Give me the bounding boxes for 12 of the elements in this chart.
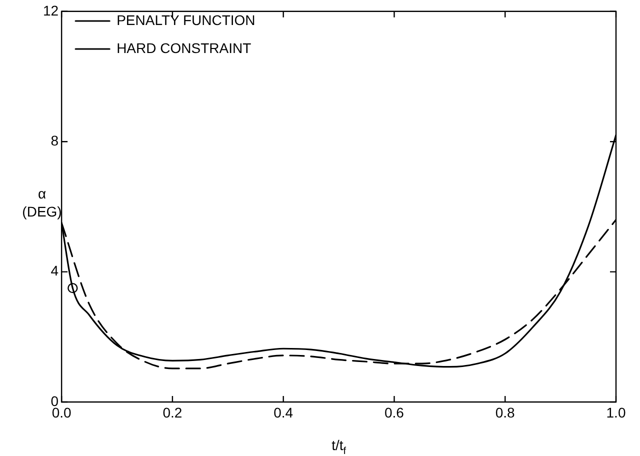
x-tick-label: 1.0 — [606, 404, 626, 420]
y-tick-label: 8 — [50, 132, 59, 148]
x-tick-label: 0.2 — [162, 404, 182, 420]
x-tick-label: 0.8 — [495, 404, 516, 420]
y-axis-title: α (DEG) — [22, 186, 62, 220]
x-tick-label: 0.4 — [274, 404, 294, 420]
x-tick-label: 0.6 — [384, 404, 404, 420]
y-tick-label: 12 — [42, 2, 59, 18]
y-tick-label: 4 — [50, 262, 59, 279]
legend-label: HARD CONSTRAINT — [116, 40, 252, 56]
y-tick-label: 0 — [50, 392, 59, 409]
legend-label: PENALTY FUNCTION — [116, 12, 256, 28]
